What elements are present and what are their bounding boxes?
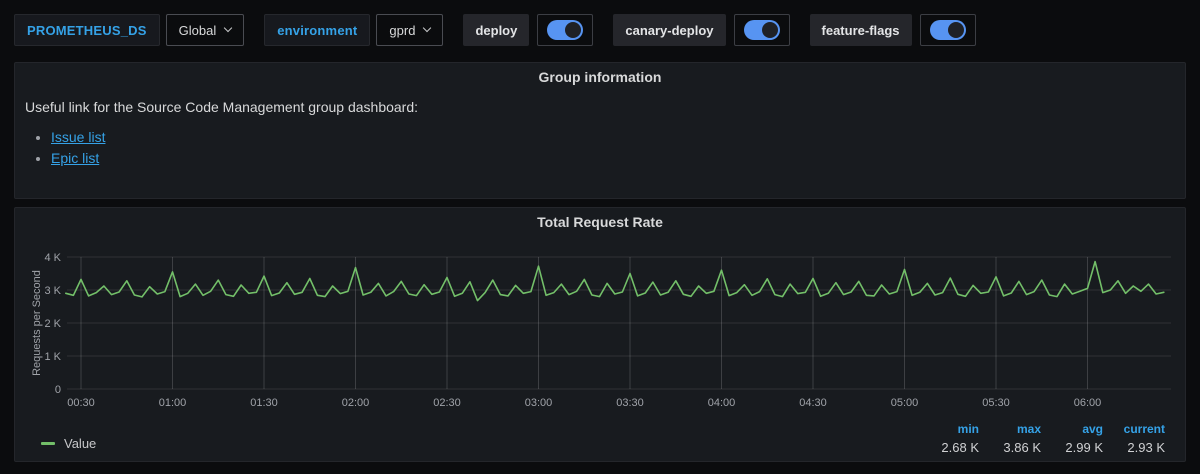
epic-list-link[interactable]: Epic list: [51, 150, 100, 166]
total-request-rate-panel: Total Request Rate 0 1 K 2 K 3 K 4 K 00:30 01:…: [14, 207, 1186, 462]
stat-col-min: min 2.68 K: [937, 422, 979, 455]
group-information-panel: Group information Useful link for the So…: [14, 62, 1186, 199]
switch-on-icon: [743, 20, 780, 40]
list-item: Issue list: [51, 129, 1175, 145]
datasource-variable-label: PROMETHEUS_DS: [14, 14, 160, 46]
x-axis-tick-label: 00:30: [67, 397, 95, 409]
y-axis-tick-label: 1 K: [44, 351, 61, 363]
x-axis-tick-label: 04:30: [799, 397, 827, 409]
y-axis-tick-label: 2 K: [44, 318, 61, 330]
stat-value-min: 2.68 K: [941, 440, 979, 455]
toggle-label-canary-deploy: canary-deploy: [613, 14, 726, 46]
legend-item-value[interactable]: Value: [41, 436, 96, 451]
group-info-link-list: Issue list Epic list: [51, 129, 1175, 166]
toggle-feature-flags[interactable]: [919, 14, 976, 46]
x-axis-tick-label: 03:30: [616, 397, 644, 409]
environment-variable-select[interactable]: gprd: [376, 14, 444, 46]
list-item: Epic list: [51, 150, 1175, 166]
stat-header-max[interactable]: max: [1016, 422, 1041, 436]
x-axis-tick-label: 02:30: [433, 397, 461, 409]
stat-header-avg[interactable]: avg: [1082, 422, 1103, 436]
legend-stats-table: min 2.68 K max 3.86 K avg 2.99 K current…: [917, 422, 1165, 455]
switch-on-icon: [929, 20, 966, 40]
panel-title-total-request-rate[interactable]: Total Request Rate: [537, 214, 663, 230]
stat-value-avg: 2.99 K: [1065, 440, 1103, 455]
x-axis-tick-label: 05:00: [891, 397, 919, 409]
stat-header-min[interactable]: min: [957, 422, 979, 436]
x-axis-tick-label: 06:00: [1074, 397, 1102, 409]
x-axis-tick-label: 01:30: [250, 397, 278, 409]
environment-variable-value: gprd: [389, 22, 416, 38]
dashboard-variables-toolbar: PROMETHEUS_DS Global environment gprd de…: [14, 14, 976, 46]
stat-col-max: max 3.86 K: [999, 422, 1041, 455]
x-axis-tick-label: 04:00: [708, 397, 736, 409]
issue-list-link[interactable]: Issue list: [51, 129, 106, 145]
datasource-variable-value: Global: [178, 22, 217, 38]
legend-series-label: Value: [64, 436, 97, 451]
stat-value-current: 2.93 K: [1127, 440, 1165, 455]
x-axis-tick-label: 02:00: [342, 397, 370, 409]
panel-title-group-information[interactable]: Group information: [538, 69, 662, 85]
toggle-canary-deploy[interactable]: [733, 14, 790, 46]
y-axis-title: Requests per Second: [31, 270, 43, 376]
chevron-down-icon: [223, 23, 233, 33]
y-axis-tick-label: 3 K: [44, 285, 61, 297]
toggle-label-feature-flags: feature-flags: [809, 14, 912, 46]
y-axis-tick-label: 4 K: [44, 252, 61, 264]
time-series-chart[interactable]: 0 1 K 2 K 3 K 4 K 00:30 01:00 01:30 02:00 02:30 03…: [15, 246, 1187, 416]
stat-col-current: current 2.93 K: [1123, 422, 1165, 455]
environment-variable-label: environment: [264, 14, 371, 46]
toggle-deploy[interactable]: [537, 14, 594, 46]
stat-value-max: 3.86 K: [1003, 440, 1041, 455]
chevron-down-icon: [423, 23, 432, 33]
series-line-value: [64, 260, 1165, 302]
y-axis-tick-label: 0: [55, 384, 61, 396]
stat-header-current[interactable]: current: [1123, 422, 1165, 436]
chart-canvas: 0 1 K 2 K 3 K 4 K 00:30 01:00 01:30 02:00 02:30 03…: [44, 252, 1171, 409]
stat-col-avg: avg 2.99 K: [1061, 422, 1103, 455]
group-info-description: Useful link for the Source Code Manageme…: [25, 99, 419, 115]
x-axis-tick-label: 01:00: [159, 397, 187, 409]
switch-on-icon: [547, 20, 584, 40]
series-color-dash-icon: [41, 442, 55, 445]
datasource-variable-select[interactable]: Global: [165, 14, 245, 46]
toggle-label-deploy: deploy: [463, 14, 530, 46]
x-axis-tick-label: 03:00: [525, 397, 553, 409]
x-axis-tick-label: 05:30: [982, 397, 1010, 409]
